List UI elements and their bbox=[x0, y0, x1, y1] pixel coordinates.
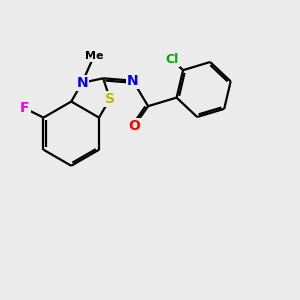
Text: O: O bbox=[128, 118, 140, 133]
Text: N: N bbox=[127, 74, 139, 88]
Text: F: F bbox=[20, 101, 30, 115]
Text: N: N bbox=[76, 76, 88, 90]
Text: S: S bbox=[105, 92, 115, 106]
Text: Me: Me bbox=[85, 51, 103, 61]
Text: Cl: Cl bbox=[166, 53, 179, 66]
